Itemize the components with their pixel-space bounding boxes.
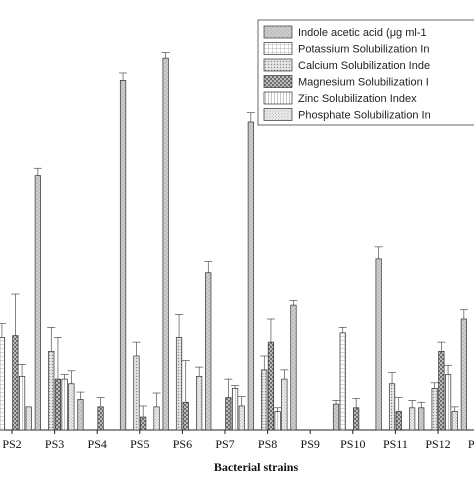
bar — [290, 304, 297, 431]
bar — [153, 406, 160, 431]
bar — [119, 79, 127, 431]
bar — [25, 406, 32, 431]
bar — [196, 376, 203, 431]
legend-box — [257, 19, 474, 126]
x-tick-label: PS12 — [425, 437, 450, 451]
legend-swatch — [263, 25, 293, 39]
legend-swatch — [263, 108, 293, 121]
bar — [238, 405, 245, 431]
bar — [247, 121, 254, 431]
bar — [34, 175, 41, 431]
bars-layer — [0, 52, 468, 431]
legend: Indole acetic acid (μg ml-1 Potassium Sol… — [257, 19, 474, 126]
bar — [54, 378, 62, 431]
bar — [205, 272, 212, 431]
bar — [97, 406, 104, 431]
bar — [431, 388, 438, 431]
bar — [332, 403, 340, 431]
bar — [460, 318, 467, 431]
x-tick-label: PS3 — [45, 437, 64, 451]
bar — [267, 341, 275, 431]
x-tick-label: PS6 — [173, 437, 192, 451]
x-tick-label: PS9 — [301, 437, 320, 451]
bar — [375, 258, 382, 431]
ticks-layer: PS2 PS3 PS4 PS5 PS6 PS7 PS8 PS9 PS10 PS11 PS12 PS13 — [2, 430, 474, 451]
bar — [261, 369, 268, 431]
x-tick-label: PS11 — [383, 437, 408, 451]
legend-entry: Indole acetic acid (μg ml-1 — [298, 27, 427, 39]
legend-swatch — [263, 58, 293, 72]
x-tick-label: PS8 — [258, 437, 277, 451]
bar — [225, 397, 232, 431]
bar — [0, 337, 6, 431]
x-tick-label: PS7 — [215, 437, 234, 451]
legend-entry: Calcium Solubilization Inde — [298, 60, 430, 72]
bar — [409, 407, 416, 431]
legend-swatch — [263, 42, 293, 55]
x-tick-label: PS13 — [468, 437, 474, 451]
bar — [12, 335, 19, 431]
bar — [339, 332, 346, 431]
bar — [77, 399, 84, 431]
bar — [61, 378, 68, 431]
bar — [451, 411, 458, 431]
legend-swatch — [263, 91, 293, 105]
bar — [182, 401, 189, 431]
bar — [175, 337, 183, 431]
bar — [444, 374, 452, 431]
bar — [274, 411, 281, 431]
legend-entry: Zinc Solubilization Index — [298, 93, 417, 105]
bar — [48, 351, 55, 431]
bar — [162, 57, 169, 431]
x-tick-label: PS5 — [130, 437, 149, 451]
bar — [18, 376, 26, 431]
bar — [418, 407, 425, 431]
bar — [388, 383, 396, 431]
x-tick-label: PS10 — [340, 437, 365, 451]
bar — [133, 355, 140, 431]
x-tick-label: PS2 — [2, 437, 21, 451]
legend-entry: Phosphate Solubilization In — [298, 110, 431, 122]
bar — [281, 378, 288, 431]
x-axis-title: Bacterial strains — [214, 460, 299, 474]
bar — [140, 416, 147, 431]
legend-entry: Magnesium Solubilization I — [298, 77, 429, 89]
x-tick-label: PS4 — [88, 437, 107, 451]
legend-entry: Potassium Solubilization In — [298, 44, 429, 56]
bar — [438, 351, 445, 431]
bar — [231, 388, 239, 431]
legend-swatch — [263, 75, 293, 88]
bar — [68, 383, 75, 431]
bar — [353, 407, 360, 431]
bar — [395, 411, 402, 431]
